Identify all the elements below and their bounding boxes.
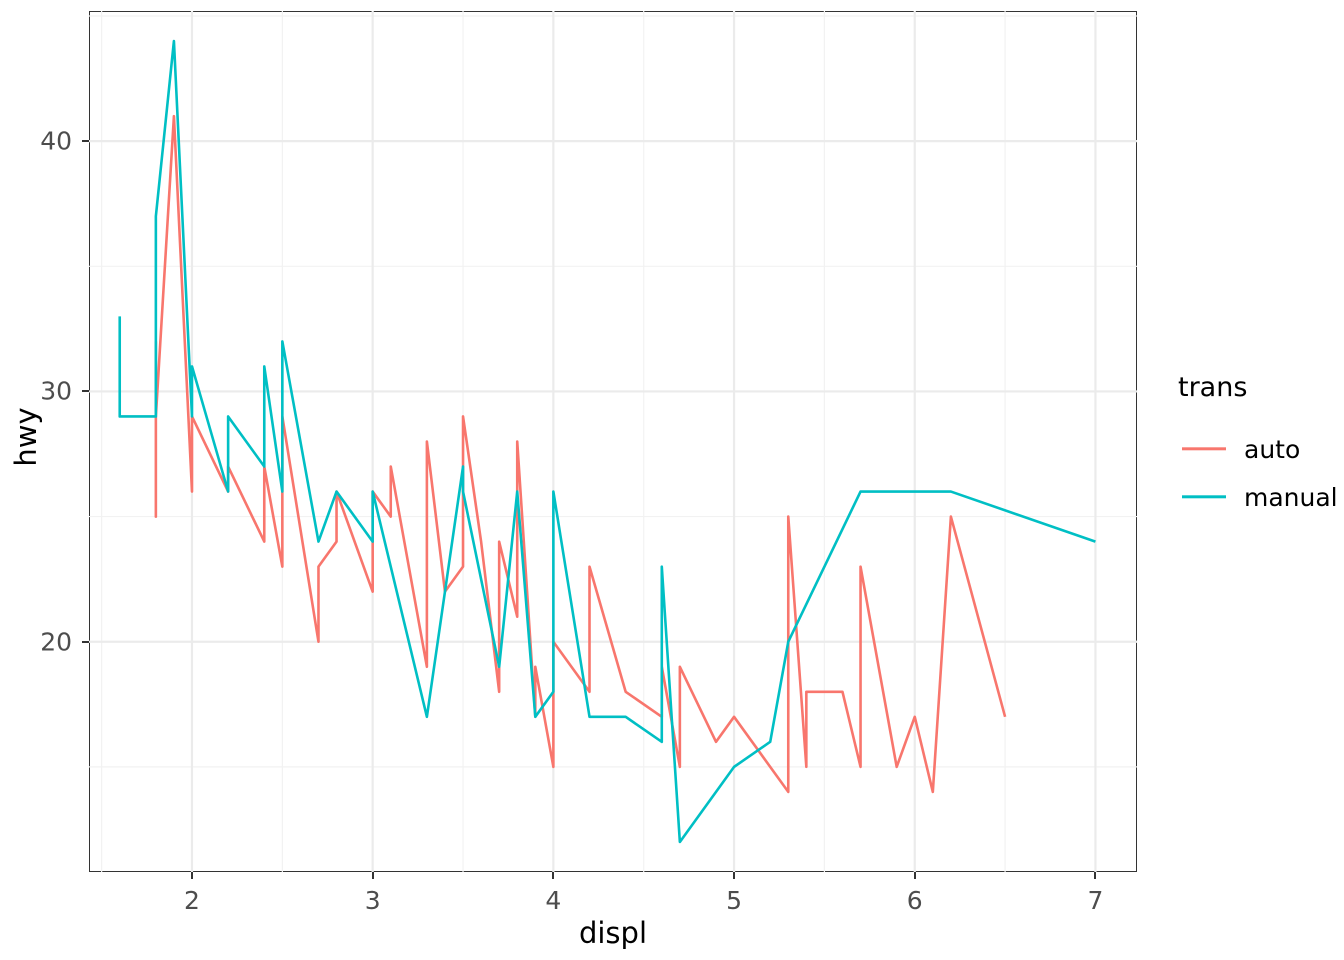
- x-tick-label: 7: [1087, 886, 1104, 915]
- x-tick-label: 5: [726, 886, 742, 915]
- legend-item-label: manual: [1244, 482, 1338, 512]
- data-series-layer: [118, 39, 1096, 844]
- legend-line-icon: [1182, 447, 1226, 451]
- legend-title: trans: [1178, 372, 1248, 403]
- y-tick-mark: [82, 140, 89, 143]
- legend-line-icon: [1182, 495, 1226, 499]
- y-tick-label: 40: [40, 126, 72, 156]
- minor-gridlines: [89, 11, 1137, 872]
- plot-panel: [89, 11, 1137, 872]
- x-tick-label: 4: [545, 886, 562, 915]
- y-tick-label: 20: [40, 627, 72, 657]
- x-tick-mark: [913, 872, 916, 879]
- x-tick-mark: [190, 872, 193, 879]
- y-axis-tick-labels: 20 30 40: [26, 0, 72, 960]
- legend-item-manual[interactable]: manual: [1178, 473, 1338, 521]
- x-tick-mark: [1094, 872, 1097, 879]
- x-tick-mark: [552, 872, 555, 879]
- legend: trans auto manual: [1178, 372, 1338, 521]
- plot-svg: [89, 11, 1137, 872]
- legend-item-label: auto: [1244, 434, 1301, 464]
- x-tick-mark: [371, 872, 374, 879]
- y-axis-title: hwy: [9, 407, 43, 467]
- legend-key-swatch: [1178, 474, 1230, 520]
- legend-item-auto[interactable]: auto: [1178, 425, 1338, 473]
- y-tick-label: 30: [40, 376, 72, 406]
- legend-key-swatch: [1178, 426, 1230, 472]
- x-tick-label: 2: [184, 886, 200, 915]
- y-tick-mark: [82, 640, 89, 643]
- x-axis-title: displ: [578, 916, 648, 950]
- y-tick-mark: [82, 390, 89, 393]
- x-tick-label: 3: [364, 886, 381, 915]
- legend-items: auto manual: [1178, 425, 1338, 521]
- x-tick-mark: [733, 872, 736, 879]
- x-tick-label: 6: [906, 886, 923, 915]
- series-line-manual: [118, 39, 1096, 844]
